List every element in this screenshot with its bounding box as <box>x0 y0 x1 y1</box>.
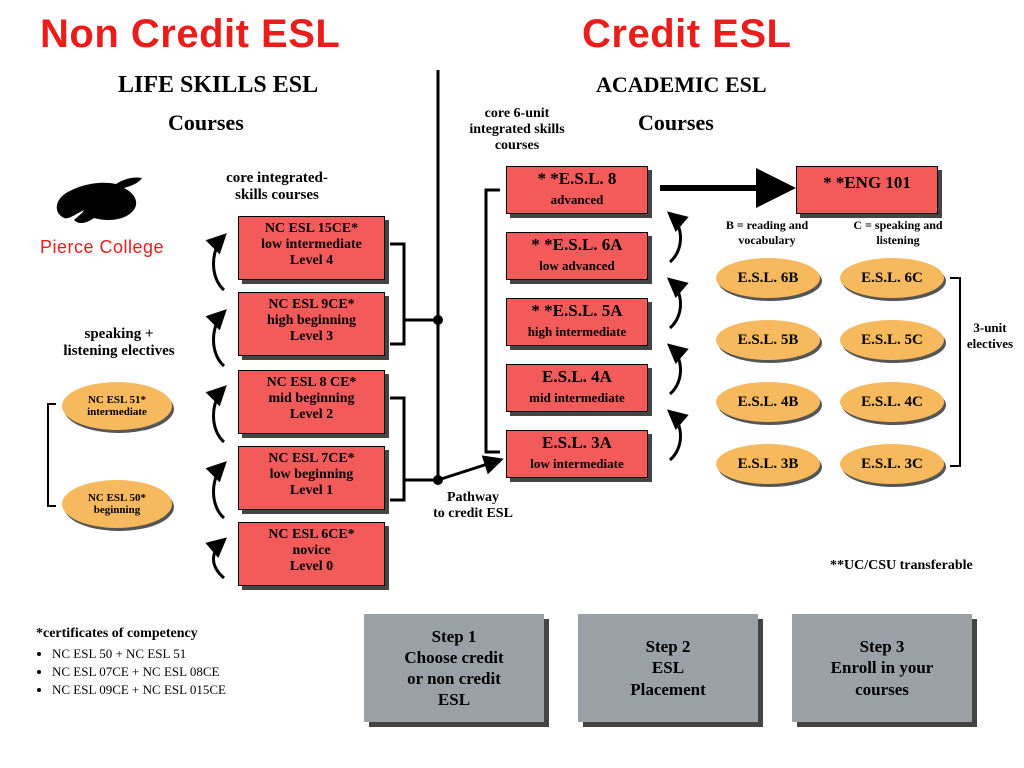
life-skills-heading: LIFE SKILLS ESL <box>118 72 318 99</box>
esl-4b: E.S.L. 4B <box>716 382 820 422</box>
esl-6c: E.S.L. 6C <box>840 258 944 298</box>
transferable-note: **UC/CSU transferable <box>830 558 973 574</box>
b-label: B = reading and vocabulary <box>712 218 822 248</box>
noncredit-title: Non Credit ESL <box>40 12 340 57</box>
nc-esl-50: NC ESL 50*beginning <box>62 480 172 528</box>
esl-6a: * *E.S.L. 6Alow advanced <box>506 232 648 280</box>
pathway-label: Pathway to credit ESL <box>418 490 528 522</box>
esl-8: * *E.S.L. 8advanced <box>506 166 648 214</box>
step-1: Step 1Choose credit or non credit ESL <box>364 614 544 722</box>
nc-esl-8ce: NC ESL 8 CE*mid beginningLevel 2 <box>238 370 385 434</box>
nc-esl-15ce: NC ESL 15CE*low intermediateLevel 4 <box>238 216 385 280</box>
electives-label: 3-unit electives <box>960 320 1020 352</box>
esl-4a: E.S.L. 4Amid intermediate <box>506 364 648 412</box>
esl-3c: E.S.L. 3C <box>840 444 944 484</box>
speaking-listening-label: speaking + listening electives <box>44 326 194 360</box>
nc-esl-7ce: NC ESL 7CE*low beginningLevel 1 <box>238 446 385 510</box>
core-integrated-label: core integrated- skills courses <box>202 170 352 204</box>
nc-esl-51: NC ESL 51*intermediate <box>62 382 172 430</box>
courses-left: Courses <box>168 110 244 136</box>
nc-esl-6ce: NC ESL 6CE*noviceLevel 0 <box>238 522 385 586</box>
core-6unit-label: core 6-unit integrated skills courses <box>452 106 582 154</box>
esl-4c: E.S.L. 4C <box>840 382 944 422</box>
esl-3a: E.S.L. 3Alow intermediate <box>506 430 648 478</box>
academic-heading: ACADEMIC ESL <box>596 72 767 98</box>
esl-5b: E.S.L. 5B <box>716 320 820 360</box>
credit-title: Credit ESL <box>582 12 791 57</box>
stage: { "colors":{"bg":"#ffffff","accent_red":… <box>0 0 1024 768</box>
step-3: Step 3Enroll in your courses <box>792 614 972 722</box>
nc-esl-9ce: NC ESL 9CE*high beginningLevel 3 <box>238 292 385 356</box>
eng-101: * *ENG 101 <box>796 166 938 214</box>
step-2: Step 2ESL Placement <box>578 614 758 722</box>
c-label: C = speaking and listening <box>838 218 958 248</box>
pierce-logo: Pierce College <box>22 170 182 258</box>
logo-text: Pierce College <box>22 237 182 258</box>
esl-3b: E.S.L. 3B <box>716 444 820 484</box>
esl-5c: E.S.L. 5C <box>840 320 944 360</box>
esl-6b: E.S.L. 6B <box>716 258 820 298</box>
courses-right: Courses <box>638 110 714 136</box>
certificates: *certificates of competency NC ESL 50 + … <box>36 626 336 700</box>
bull-icon <box>42 170 162 232</box>
esl-5a: * *E.S.L. 5Ahigh intermediate <box>506 298 648 346</box>
